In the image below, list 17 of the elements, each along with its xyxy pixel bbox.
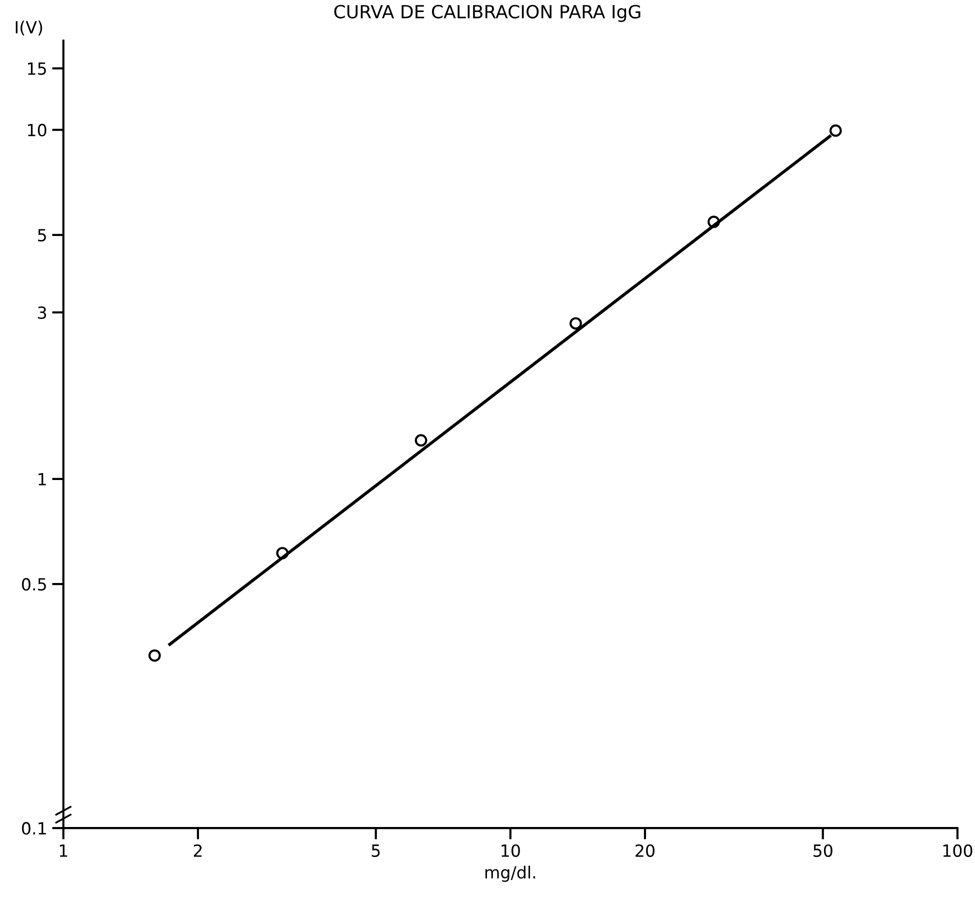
y-tick-label: 1 xyxy=(38,473,46,486)
y-tick-label: 5 xyxy=(38,229,46,242)
chart-title: CURVA DE CALIBRACION PARA IgG xyxy=(334,4,640,22)
x-tick-label: 100 xyxy=(943,844,972,857)
y-axis-title: I(V) xyxy=(16,20,42,36)
y-tick-label: 15 xyxy=(28,62,46,75)
x-tick-label: 1 xyxy=(60,844,68,857)
y-tick-label: 10 xyxy=(28,124,46,136)
y-tick-label: 3 xyxy=(38,306,46,319)
y-tick-label: 0.1 xyxy=(22,822,46,835)
x-tick-label: 20 xyxy=(636,844,654,857)
x-axis-title: mg/dl. xyxy=(485,866,536,882)
x-tick-label: 50 xyxy=(814,844,832,857)
x-tick-label: 10 xyxy=(502,844,520,857)
y-tick-label: 0.5 xyxy=(22,578,46,591)
x-tick-label: 5 xyxy=(372,844,380,857)
x-tick-label: 2 xyxy=(194,844,202,857)
